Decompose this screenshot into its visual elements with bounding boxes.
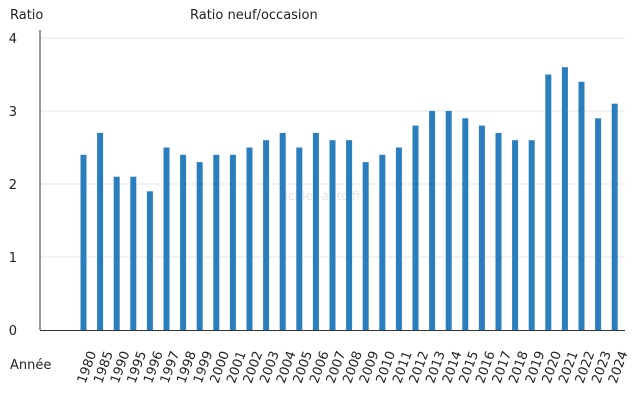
y-tick-label: 4 [9, 32, 17, 47]
bar-2017 [495, 132, 502, 330]
bar-2015 [462, 118, 469, 330]
bar-2000 [213, 154, 220, 330]
bar-2002 [246, 147, 253, 330]
bar-1998 [180, 154, 187, 330]
bar-2013 [429, 111, 436, 330]
bar-2001 [229, 154, 236, 330]
y-tick-label: 3 [9, 105, 17, 120]
bar-2006 [312, 132, 319, 330]
bar-2014 [445, 111, 452, 330]
bar-2007 [329, 140, 336, 330]
bar-1990 [113, 176, 120, 330]
bar-2004 [279, 132, 286, 330]
bar-2016 [478, 125, 485, 330]
bar-2024 [611, 103, 618, 330]
bar-2011 [395, 147, 402, 330]
bar-1997 [163, 147, 170, 330]
bar-2003 [263, 140, 270, 330]
y-tick-label: 2 [9, 178, 17, 193]
bar-2020 [545, 74, 552, 330]
bar-2005 [296, 147, 303, 330]
chart-title: Ratio neuf/occasion [190, 8, 318, 23]
bar-2009 [362, 162, 369, 330]
y-tick-label: 0 [9, 324, 17, 339]
bar-2008 [346, 140, 353, 330]
bar-2022 [578, 81, 585, 330]
bar-2021 [561, 67, 568, 330]
y-axis-label: Ratio [10, 8, 44, 23]
bar-1996 [146, 191, 153, 330]
bar-2018 [512, 140, 519, 330]
x-axis-label: Année [10, 358, 52, 373]
y-tick-label: 1 [9, 251, 17, 266]
bar-2012 [412, 125, 419, 330]
bar-2023 [595, 118, 602, 330]
bar-2010 [379, 154, 386, 330]
bar-1980 [80, 154, 87, 330]
bar-1995 [130, 176, 137, 330]
bar-1999 [196, 162, 203, 330]
bar-2019 [528, 140, 535, 330]
bar-1985 [97, 132, 104, 330]
